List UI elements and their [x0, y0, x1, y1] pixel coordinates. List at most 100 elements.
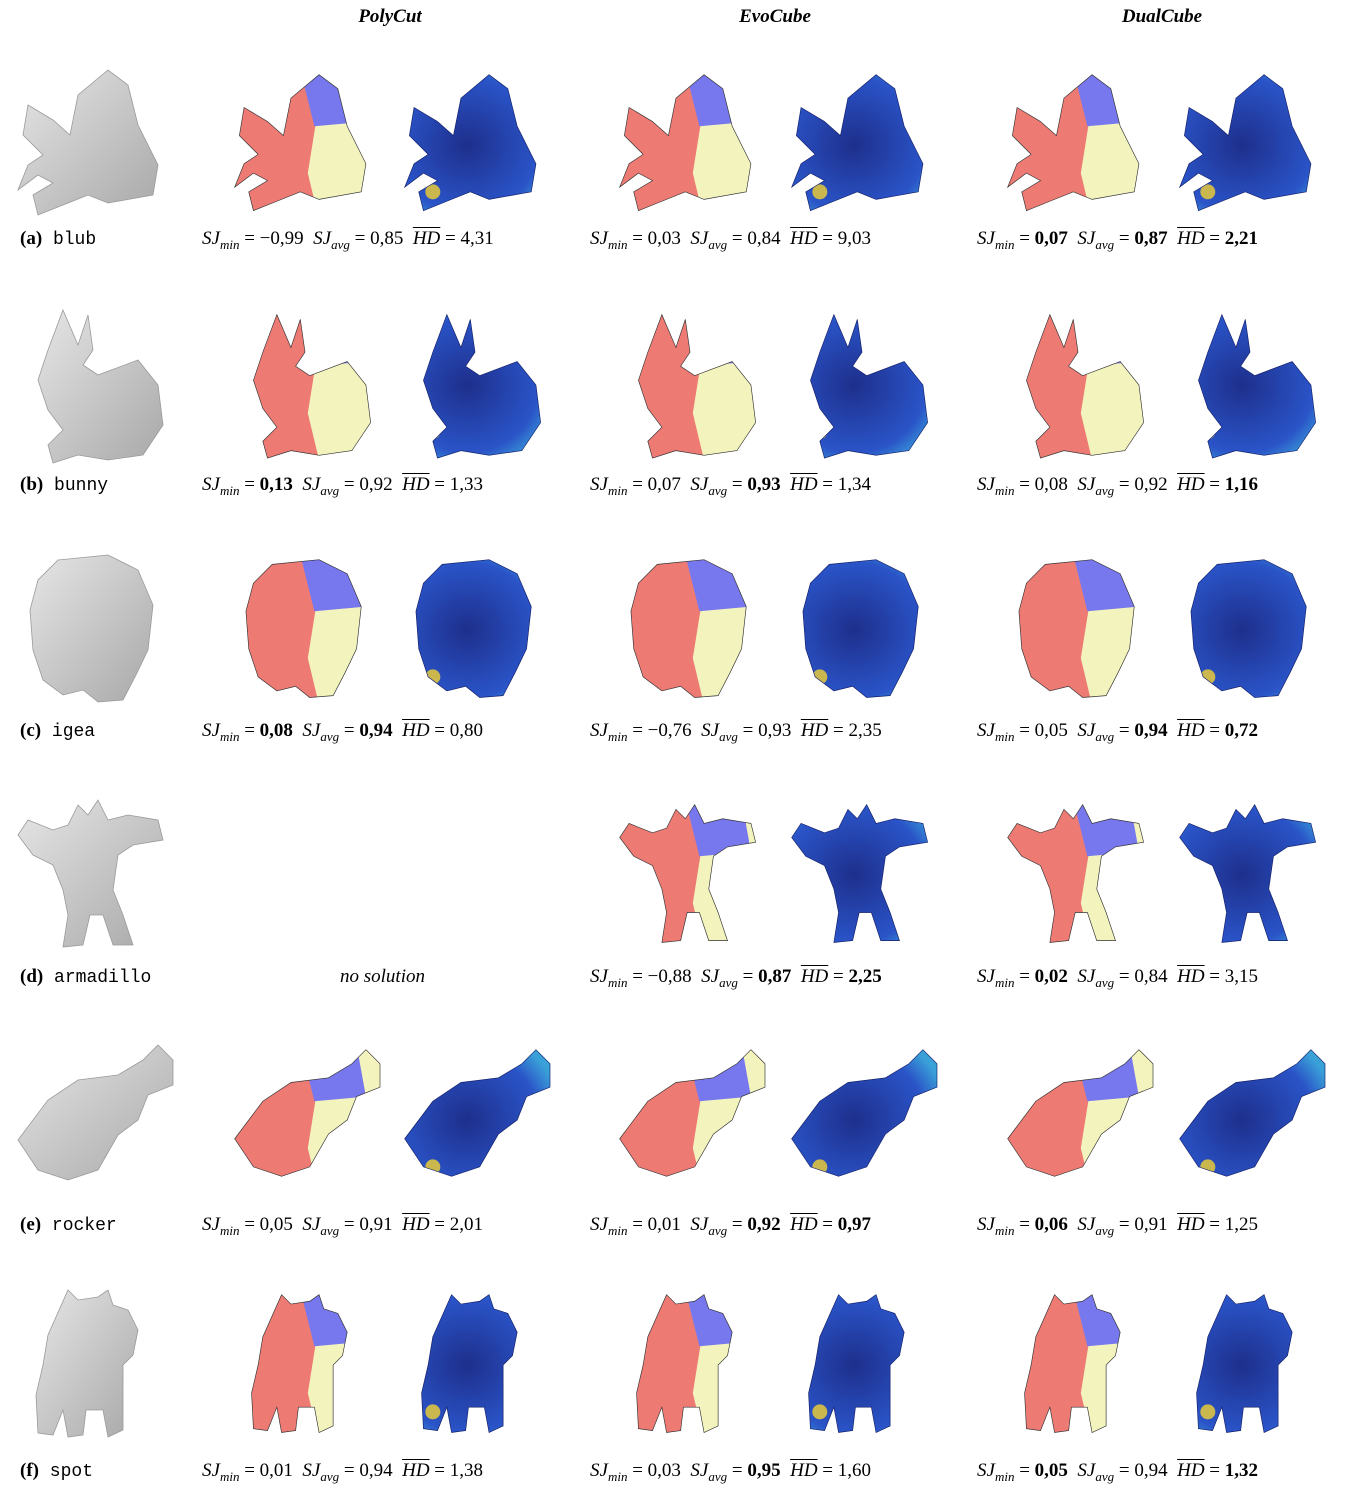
distortion-map-evocube-blub: [782, 70, 942, 220]
segmentation-dualcube-rocker: [998, 1045, 1158, 1195]
value-hd: 1,25: [1224, 1214, 1259, 1235]
value-min: 0,07: [647, 474, 681, 495]
value-hd: 0,72: [1224, 720, 1259, 741]
value-hd: 1,32: [1224, 1460, 1259, 1481]
row-tag: (e): [20, 1214, 42, 1235]
segmentation-polycut-blub: [225, 70, 385, 220]
value-avg: 0,87: [758, 966, 792, 987]
row-tag: (b): [20, 474, 44, 495]
value-hd: 1,33: [449, 474, 484, 495]
metrics-dualcube-armadillo: SJmin = 0,02 SJavg = 0,84 HD = 3,15: [977, 966, 1259, 990]
segmentation-evocube-blub: [610, 70, 770, 220]
value-min: 0,02: [1034, 966, 1068, 987]
metrics-evocube-igea: SJmin = −0,76 SJavg = 0,93 HD = 2,35: [590, 720, 882, 744]
no-solution-label: no solution: [340, 966, 425, 987]
segmentation-polycut-bunny: [225, 310, 385, 460]
input-model-spot: [8, 1285, 178, 1445]
distortion-map-dualcube-spot: [1170, 1290, 1330, 1440]
segmentation-evocube-spot: [610, 1290, 770, 1440]
row-label-blub: (a) blub: [20, 228, 96, 250]
value-avg: 0,93: [758, 720, 792, 741]
distortion-map-evocube-bunny: [782, 310, 942, 460]
value-min: −0,76: [647, 720, 692, 741]
row-label-rocker: (e) rocker: [20, 1214, 117, 1236]
metrics-polycut-igea: SJmin = 0,08 SJavg = 0,94 HD = 0,80: [202, 720, 484, 744]
value-min: 0,03: [647, 1460, 681, 1481]
value-hd: 2,25: [848, 966, 882, 987]
value-min: 0,08: [259, 720, 293, 741]
distortion-map-polycut-spot: [395, 1290, 555, 1440]
row-label-spot: (f) spot: [20, 1460, 93, 1482]
row-label-armadillo: (d) armadillo: [20, 966, 151, 988]
value-hd: 3,15: [1224, 966, 1259, 987]
model-name: blub: [42, 230, 97, 250]
value-min: 0,05: [259, 1214, 293, 1235]
metrics-dualcube-blub: SJmin = 0,07 SJavg = 0,87 HD = 2,21: [977, 228, 1259, 252]
value-avg: 0,94: [1134, 720, 1168, 741]
segmentation-dualcube-blub: [998, 70, 1158, 220]
value-hd: 1,16: [1224, 474, 1259, 495]
model-name: igea: [41, 722, 96, 742]
value-hd: 4,31: [460, 228, 494, 249]
row-label-bunny: (b) bunny: [20, 474, 108, 496]
distortion-map-evocube-igea: [782, 555, 942, 705]
model-name: bunny: [43, 476, 109, 496]
distortion-map-polycut-rocker: [395, 1045, 555, 1195]
value-avg: 0,92: [1134, 474, 1168, 495]
value-avg: 0,84: [1134, 966, 1168, 987]
value-avg: 0,85: [370, 228, 404, 249]
value-min: 0,07: [1034, 228, 1068, 249]
value-avg: 0,94: [1134, 1460, 1168, 1481]
distortion-map-polycut-blub: [395, 70, 555, 220]
value-min: 0,01: [259, 1460, 293, 1481]
value-hd: 1,34: [837, 474, 872, 495]
metrics-polycut-rocker: SJmin = 0,05 SJavg = 0,91 HD = 2,01: [202, 1214, 484, 1238]
value-hd: 2,01: [449, 1214, 484, 1235]
value-avg: 0,93: [747, 474, 781, 495]
metrics-polycut-bunny: SJmin = 0,13 SJavg = 0,92 HD = 1,33: [202, 474, 484, 498]
metrics-evocube-armadillo: SJmin = −0,88 SJavg = 0,87 HD = 2,25: [590, 966, 882, 990]
value-min: 0,06: [1034, 1214, 1068, 1235]
column-header-evocube: EvoCube: [739, 6, 811, 27]
value-min: 0,01: [647, 1214, 681, 1235]
segmentation-evocube-armadillo: [610, 800, 770, 950]
model-name: spot: [38, 1462, 93, 1482]
row-tag: (f): [20, 1460, 39, 1481]
distortion-map-dualcube-armadillo: [1170, 800, 1330, 950]
value-avg: 0,95: [747, 1460, 781, 1481]
value-min: 0,03: [647, 228, 681, 249]
input-model-bunny: [8, 305, 178, 465]
distortion-map-dualcube-igea: [1170, 555, 1330, 705]
metrics-evocube-spot: SJmin = 0,03 SJavg = 0,95 HD = 1,60: [590, 1460, 872, 1484]
value-min: 0,08: [1034, 474, 1068, 495]
value-avg: 0,91: [359, 1214, 393, 1235]
value-hd: 1,60: [837, 1460, 872, 1481]
value-avg: 0,91: [1134, 1214, 1168, 1235]
distortion-map-dualcube-bunny: [1170, 310, 1330, 460]
value-hd: 0,97: [837, 1214, 872, 1235]
input-model-armadillo: [8, 795, 178, 955]
value-avg: 0,92: [359, 474, 393, 495]
input-model-igea: [8, 550, 178, 710]
segmentation-polycut-rocker: [225, 1045, 385, 1195]
segmentation-dualcube-spot: [998, 1290, 1158, 1440]
value-min: −0,99: [259, 228, 304, 249]
value-avg: 0,87: [1134, 228, 1168, 249]
segmentation-dualcube-bunny: [998, 310, 1158, 460]
distortion-map-polycut-igea: [395, 555, 555, 705]
segmentation-evocube-bunny: [610, 310, 770, 460]
metrics-dualcube-rocker: SJmin = 0,06 SJavg = 0,91 HD = 1,25: [977, 1214, 1259, 1238]
segmentation-polycut-spot: [225, 1290, 385, 1440]
column-header-polycut: PolyCut: [358, 6, 422, 27]
distortion-map-polycut-bunny: [395, 310, 555, 460]
segmentation-dualcube-armadillo: [998, 800, 1158, 950]
segmentation-evocube-igea: [610, 555, 770, 705]
distortion-map-evocube-armadillo: [782, 800, 942, 950]
value-min: 0,13: [259, 474, 293, 495]
distortion-map-evocube-rocker: [782, 1045, 942, 1195]
metrics-evocube-blub: SJmin = 0,03 SJavg = 0,84 HD = 9,03: [590, 228, 872, 252]
value-hd: 9,03: [837, 228, 872, 249]
row-tag: (a): [20, 228, 43, 249]
value-min: 0,05: [1034, 1460, 1068, 1481]
value-avg: 0,84: [747, 228, 781, 249]
